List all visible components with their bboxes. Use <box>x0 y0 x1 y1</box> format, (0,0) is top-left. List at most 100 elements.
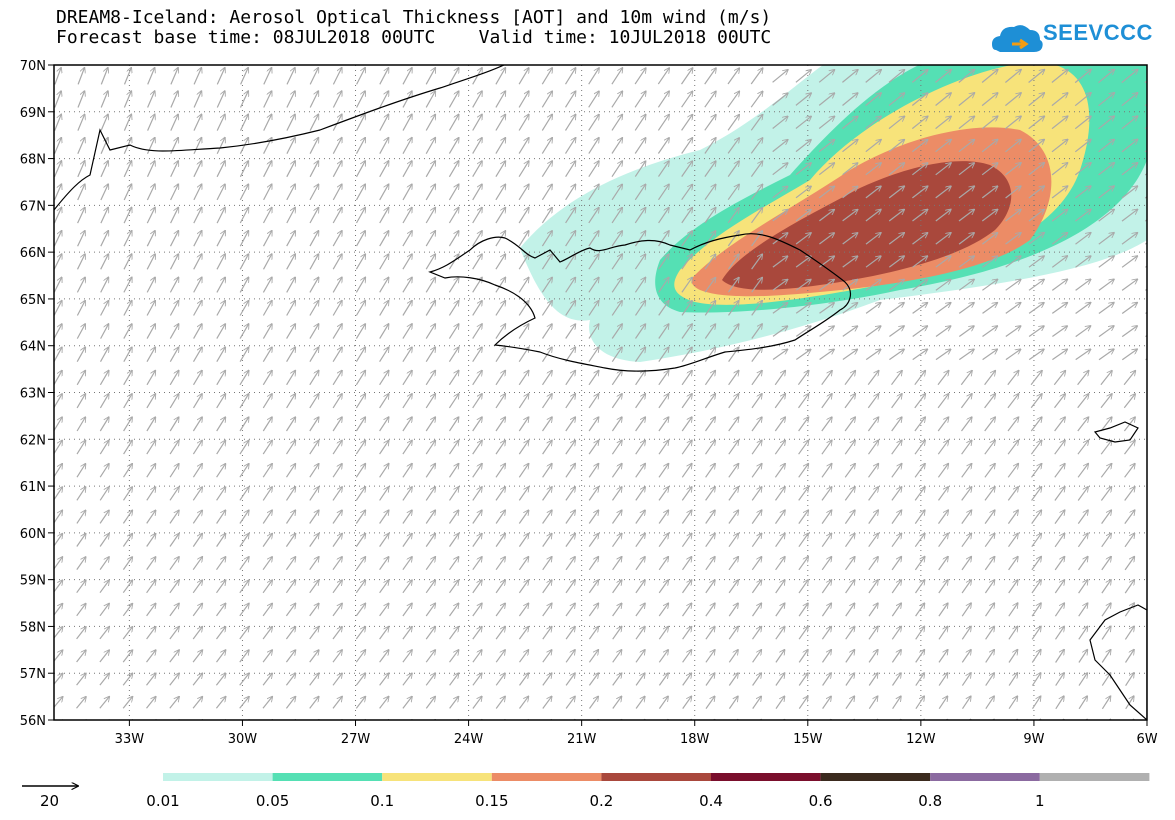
wind-arrow <box>54 440 63 455</box>
wind-arrow <box>893 719 901 720</box>
wind-arrow <box>402 254 412 270</box>
wind-arrow <box>169 347 178 362</box>
wind-arrow <box>1075 209 1091 222</box>
wind-arrow <box>192 370 203 386</box>
wind-arrow <box>798 510 809 524</box>
wind-arrow <box>1074 69 1091 84</box>
wind-arrow <box>772 70 788 83</box>
wind-arrow <box>122 627 132 640</box>
wind-arrow <box>495 394 505 409</box>
wind-arrow <box>216 510 226 524</box>
wind-arrow <box>822 696 832 709</box>
wind-arrow <box>891 417 902 432</box>
wind-arrow <box>751 277 763 293</box>
wind-arrow <box>821 510 832 524</box>
wind-arrow <box>772 349 788 360</box>
wind-arrow <box>984 440 995 455</box>
wind-arrow <box>425 650 435 663</box>
wind-arrow <box>425 557 435 571</box>
wind-arrow <box>425 301 435 316</box>
wind-arrow <box>750 161 762 177</box>
wind-arrow <box>123 184 131 201</box>
wind-arrow <box>518 510 528 524</box>
wind-arrow <box>54 184 62 201</box>
wind-arrow <box>1008 650 1018 663</box>
wind-arrow <box>76 254 86 270</box>
wind-arrow <box>705 417 716 432</box>
wind-arrow <box>844 487 855 501</box>
wind-arrow <box>192 697 202 709</box>
wind-arrow <box>193 277 202 293</box>
colorbar-label: 0.6 <box>809 792 833 810</box>
wind-arrow <box>984 510 995 524</box>
lat-label: 66N <box>20 246 46 261</box>
wind-arrow <box>54 347 62 362</box>
wind-arrow <box>193 231 202 247</box>
wind-arrow <box>842 116 858 130</box>
wind-arrow <box>611 324 622 339</box>
wind-arrow <box>425 487 435 501</box>
wind-arrow <box>681 68 693 85</box>
wind-arrow <box>448 370 458 386</box>
wind-arrow <box>262 580 272 594</box>
wind-arrow <box>262 277 272 293</box>
wind-arrow <box>1007 417 1019 432</box>
wind-arrow <box>775 557 785 571</box>
wind-arrow <box>681 487 692 501</box>
wind-arrow <box>1052 349 1067 361</box>
wind-arrow <box>472 91 482 108</box>
wind-arrow <box>935 116 952 130</box>
wind-arrow <box>425 231 435 247</box>
wind-arrow <box>1028 209 1044 222</box>
wind-arrow <box>309 68 318 85</box>
wind-arrow <box>425 138 435 154</box>
wind-arrow <box>122 510 132 524</box>
wind-arrow <box>821 394 832 409</box>
wind-arrow <box>285 533 295 547</box>
wind-arrow <box>565 347 576 363</box>
wind-arrow <box>1054 580 1064 594</box>
wind-arrow <box>402 510 412 524</box>
wind-arrow <box>169 487 179 501</box>
wind-arrow <box>1051 303 1067 314</box>
wind-arrow <box>1146 384 1147 385</box>
wind-arrow <box>379 68 389 85</box>
wind-arrow <box>611 208 622 224</box>
wind-arrow <box>542 394 553 409</box>
wind-arrow <box>657 138 669 154</box>
wind-arrow <box>704 68 716 85</box>
wind-arrow <box>123 254 132 270</box>
wind-arrow <box>54 301 62 316</box>
wind-arrow <box>541 301 552 316</box>
wind-arrow <box>263 720 272 732</box>
wind-arrow <box>912 349 928 361</box>
wind-arrow <box>100 231 109 247</box>
wind-arrow <box>76 627 86 640</box>
wind-arrow <box>495 603 505 617</box>
wind-arrow <box>984 487 995 501</box>
wind-arrow <box>123 161 131 178</box>
wind-arrow <box>727 254 739 270</box>
wind-arrow <box>819 349 835 360</box>
wind-arrow <box>844 417 855 432</box>
wind-arrow <box>961 533 972 548</box>
wind-arrow <box>379 301 389 316</box>
wind-arrow <box>938 673 948 686</box>
wind-arrow <box>1077 440 1089 455</box>
wind-arrow <box>76 394 85 409</box>
wind-arrow <box>658 394 669 409</box>
wind-arrow <box>704 277 715 293</box>
wind-arrow <box>192 603 202 617</box>
wind-arrow <box>77 114 85 131</box>
wind-arrow <box>958 186 974 199</box>
wind-arrow <box>99 394 108 409</box>
wind-arrow <box>1005 139 1022 153</box>
wind-arrow <box>842 210 858 222</box>
wind-arrow <box>449 440 459 455</box>
wind-arrow <box>286 254 296 270</box>
wind-arrow <box>402 114 412 131</box>
wind-arrow <box>379 510 389 524</box>
colorbar-label: 0.01 <box>146 792 179 810</box>
wind-arrow <box>309 114 318 131</box>
wind-arrow <box>216 68 225 85</box>
